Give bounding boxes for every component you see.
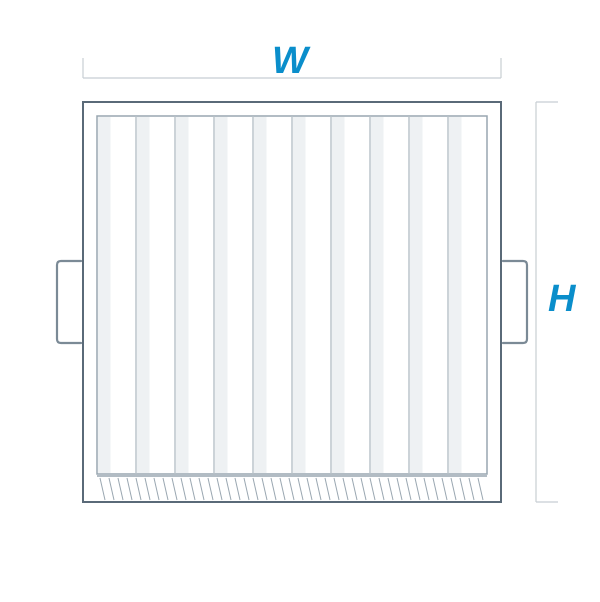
slat-shade [176, 117, 188, 473]
hatch-line [415, 478, 420, 500]
hatch-line [370, 478, 375, 500]
hatch-line [226, 478, 231, 500]
hatch-line [118, 478, 123, 500]
hatch-line [442, 478, 447, 500]
hatch-line [109, 478, 114, 500]
hatch-line [307, 478, 312, 500]
hatch-line [460, 478, 465, 500]
hatch-line [433, 478, 438, 500]
slat-shade [371, 117, 383, 473]
hatch-line [235, 478, 240, 500]
hatch-line [253, 478, 258, 500]
hatch-line [424, 478, 429, 500]
handle-right [503, 261, 527, 343]
height-label: H [548, 278, 575, 321]
hatch-line [136, 478, 141, 500]
hatch-line [478, 478, 483, 500]
hatch-line [280, 478, 285, 500]
hatch-line [352, 478, 357, 500]
diagram-svg [0, 0, 600, 602]
hatch-line [262, 478, 267, 500]
slat-shade [332, 117, 344, 473]
slat-shade [410, 117, 422, 473]
hatch-line [298, 478, 303, 500]
hatch-line [406, 478, 411, 500]
slat-shade [254, 117, 266, 473]
hatch-line [469, 478, 474, 500]
hatch-line [217, 478, 222, 500]
hatch-line [451, 478, 456, 500]
slat-shade [293, 117, 305, 473]
hatch-line [379, 478, 384, 500]
hatch-line [343, 478, 348, 500]
hatch-line [271, 478, 276, 500]
hatch-line [388, 478, 393, 500]
hatch-line [190, 478, 195, 500]
hatch-line [145, 478, 150, 500]
hatch-line [244, 478, 249, 500]
hatch-line [334, 478, 339, 500]
hatch-line [172, 478, 177, 500]
hatch-line [199, 478, 204, 500]
dimension-diagram: W H [0, 0, 600, 602]
slat-shade [215, 117, 227, 473]
hatch-line [361, 478, 366, 500]
hatch-line [325, 478, 330, 500]
hatch-line [181, 478, 186, 500]
hatch-line [289, 478, 294, 500]
hatch-line [397, 478, 402, 500]
hatch-line [100, 478, 105, 500]
hatch-line [316, 478, 321, 500]
hatch-line [163, 478, 168, 500]
hatch-line [154, 478, 159, 500]
width-label: W [272, 40, 308, 83]
handle-left [57, 261, 81, 343]
slat-shade [449, 117, 461, 473]
hatch-line [208, 478, 213, 500]
slat-shade [98, 117, 110, 473]
slat-shade [137, 117, 149, 473]
hatch-line [127, 478, 132, 500]
